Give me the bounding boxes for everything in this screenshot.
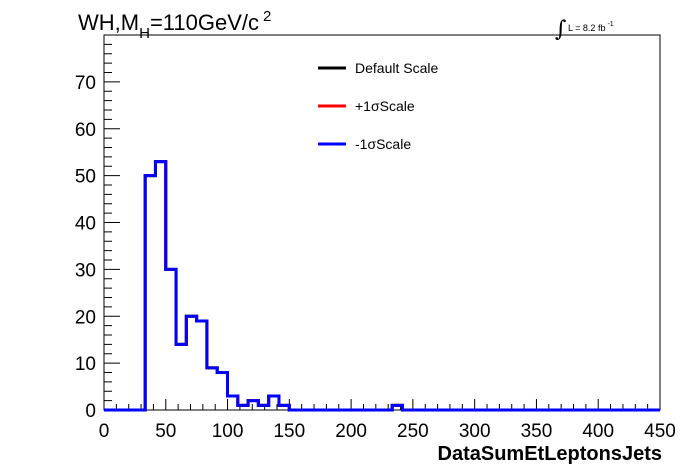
y-tick-label: 50: [75, 167, 96, 188]
legend-entry-label: -1σScale: [355, 136, 411, 152]
lumi-label: L = 8.2 fb -1: [568, 21, 614, 33]
y-tick-label: 30: [75, 260, 96, 281]
y-tick-label: 20: [75, 307, 96, 328]
legend: Default Scale +1σScale -1σScale: [318, 60, 438, 152]
x-tick-label: 0: [99, 421, 110, 442]
legend-entry-label: Default Scale: [355, 60, 438, 76]
x-tick-label: 50: [155, 421, 176, 442]
series-line-1: [104, 160, 660, 412]
lumi-superscript: -1: [607, 21, 613, 28]
y-axis: 0 10 20 30 40 50 60 70: [75, 34, 120, 422]
plot-frame: [103, 34, 661, 411]
y-tick-label: 70: [75, 73, 96, 94]
title-main: WH,M: [78, 10, 139, 35]
x-tick-label: 350: [521, 421, 553, 442]
x-tick-label: 450: [644, 421, 676, 442]
x-tick-label: 400: [582, 421, 614, 442]
title-rest: =110GeV/c: [150, 10, 259, 35]
x-tick-label: 100: [212, 421, 244, 442]
x-tick-label: 250: [397, 421, 429, 442]
lumi-integral: ∫: [555, 17, 567, 42]
title-subscript: H: [139, 25, 150, 42]
x-axis-label: DataSumEtLeptonsJets: [438, 443, 663, 465]
series-layer: [104, 160, 660, 412]
series-line-0: [104, 160, 660, 412]
chart-title: WH,MH=110GeV/c 2: [78, 8, 271, 42]
y-tick-label: 0: [85, 401, 96, 422]
lumi-text: L = 8.2 fb: [568, 23, 605, 33]
y-tick-label: 10: [75, 354, 96, 375]
title-superscript: 2: [263, 8, 271, 25]
x-tick-label: 150: [273, 421, 305, 442]
y-tick-label: 60: [75, 120, 96, 141]
x-tick-label: 200: [335, 421, 367, 442]
legend-entry-label: +1σScale: [355, 98, 415, 114]
y-tick-label: 40: [75, 214, 96, 235]
series-line-2: [104, 160, 660, 412]
x-axis: 0 50 100 150 200 250 300 350 400 450: [99, 399, 676, 442]
x-tick-label: 300: [459, 421, 491, 442]
